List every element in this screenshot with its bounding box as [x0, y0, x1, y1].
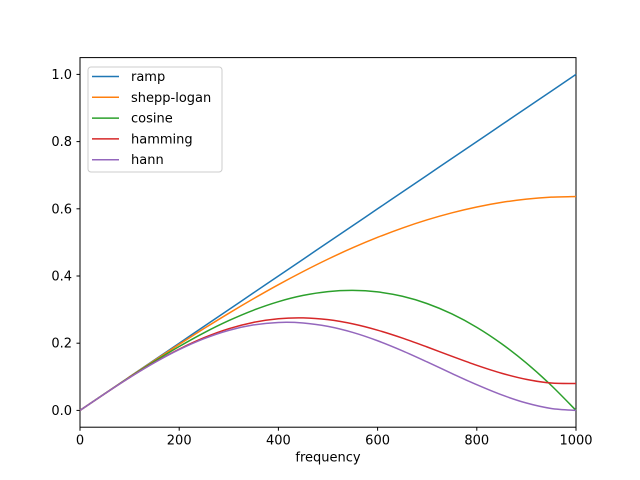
legend-label-hann: hann: [131, 153, 164, 168]
series-line-shepp-logan: [79, 195, 577, 412]
legend-label-cosine: cosine: [131, 112, 173, 127]
legend-label-shepp-logan: shepp-logan: [131, 91, 211, 106]
x-tick-label: 600: [365, 434, 390, 449]
y-tick-label: 0.2: [51, 337, 72, 352]
x-tick-label: 1000: [559, 434, 592, 449]
legend-label-ramp: ramp: [131, 70, 165, 85]
y-tick-label: 0.4: [51, 270, 72, 285]
x-tick-label: 400: [266, 434, 291, 449]
y-tick-label: 1.0: [51, 68, 72, 83]
legend-label-hamming: hamming: [131, 132, 193, 147]
x-tick-label: 800: [464, 434, 489, 449]
y-tick-label: 0.0: [51, 404, 72, 419]
y-tick-label: 0.8: [51, 135, 72, 150]
legend-box: [87, 66, 223, 173]
x-tick-label: 0: [76, 434, 84, 449]
series-line-cosine: [79, 289, 577, 412]
series-line-hann: [79, 321, 577, 412]
x-axis-label: frequency: [295, 451, 361, 466]
series-line-hamming: [79, 317, 577, 412]
plot-area: [79, 57, 577, 428]
x-tick-label: 200: [167, 434, 192, 449]
y-tick-label: 0.6: [51, 202, 72, 217]
